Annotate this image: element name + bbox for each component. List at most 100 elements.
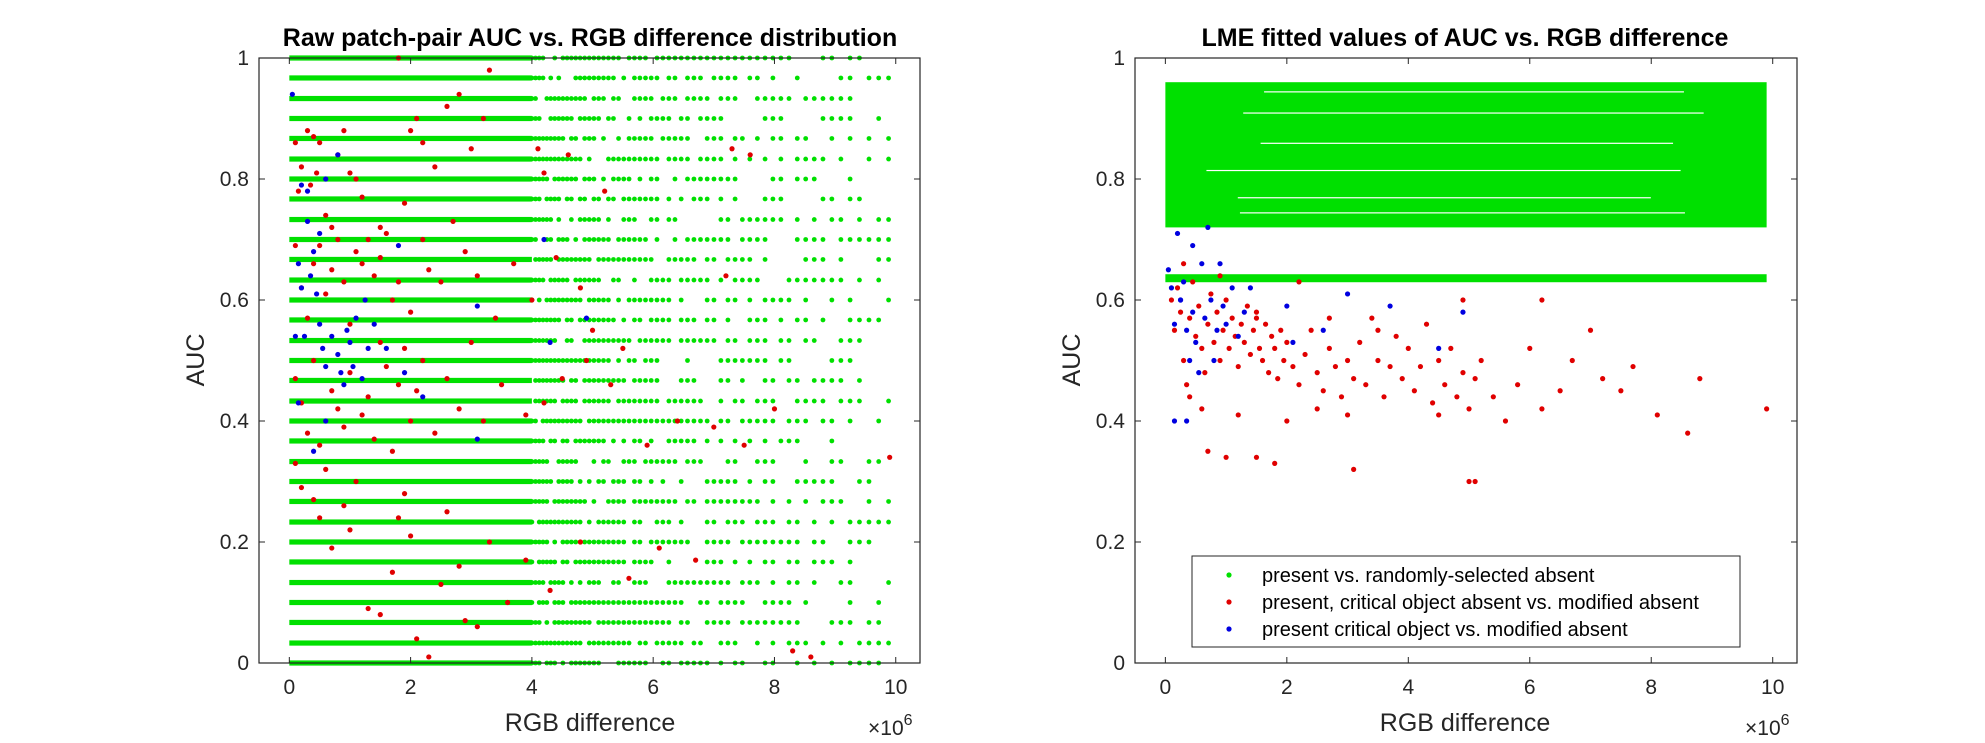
point — [1630, 363, 1636, 370]
point — [637, 176, 643, 182]
point — [298, 285, 305, 291]
point — [811, 257, 817, 262]
point — [544, 358, 550, 363]
point — [754, 75, 760, 81]
point — [811, 559, 817, 565]
point — [847, 116, 853, 121]
point — [725, 176, 731, 182]
point — [577, 217, 583, 222]
point — [732, 277, 738, 283]
point — [732, 338, 738, 343]
point — [573, 136, 579, 141]
point — [643, 418, 648, 424]
point — [1344, 412, 1351, 418]
point — [601, 297, 606, 303]
point — [552, 317, 558, 323]
point — [616, 277, 621, 283]
point — [685, 237, 690, 242]
point — [608, 382, 614, 388]
point — [718, 75, 724, 81]
point — [637, 559, 643, 565]
point — [1217, 261, 1223, 267]
point — [1351, 376, 1357, 382]
point — [529, 600, 535, 605]
point — [616, 640, 621, 646]
point — [544, 297, 550, 303]
point — [770, 217, 776, 222]
point — [591, 499, 597, 504]
point — [698, 459, 703, 464]
point — [564, 358, 570, 363]
point — [648, 156, 654, 162]
point — [685, 539, 690, 545]
point — [672, 600, 678, 605]
point — [866, 499, 872, 504]
point — [857, 217, 862, 222]
point — [1202, 370, 1208, 376]
point — [564, 479, 570, 484]
point — [626, 600, 632, 605]
point — [718, 96, 724, 101]
point — [1399, 376, 1405, 382]
point — [762, 237, 768, 242]
point — [536, 75, 542, 81]
point — [621, 176, 627, 182]
point — [770, 640, 776, 646]
point — [786, 539, 792, 545]
point — [568, 418, 574, 424]
point — [1472, 376, 1478, 382]
point — [747, 152, 753, 158]
point — [672, 398, 678, 404]
point — [1214, 309, 1220, 315]
point — [606, 398, 611, 404]
point — [335, 152, 341, 158]
point — [529, 196, 535, 202]
point — [611, 96, 616, 101]
point — [637, 479, 643, 484]
point — [536, 378, 542, 383]
point — [838, 378, 844, 383]
point — [621, 338, 627, 343]
point — [536, 196, 542, 202]
point — [568, 196, 574, 202]
x-tick-label: 8 — [769, 676, 781, 699]
point — [838, 257, 844, 262]
point — [1184, 327, 1190, 333]
point — [747, 479, 753, 484]
point — [596, 640, 602, 646]
point — [573, 176, 579, 182]
point — [754, 358, 760, 363]
point — [365, 236, 371, 243]
point — [341, 503, 347, 509]
point — [654, 75, 660, 81]
point — [685, 116, 690, 121]
point — [1466, 478, 1472, 485]
point — [778, 317, 784, 323]
point — [666, 580, 672, 585]
point — [1314, 406, 1320, 412]
point — [637, 196, 643, 202]
point — [666, 600, 672, 605]
point — [820, 196, 826, 202]
point — [838, 96, 844, 101]
point — [1184, 418, 1190, 424]
point — [678, 479, 684, 484]
point — [395, 242, 402, 249]
point — [420, 140, 426, 146]
point — [704, 479, 710, 484]
point — [533, 257, 538, 262]
point — [654, 358, 660, 363]
point — [866, 156, 872, 162]
point — [1284, 303, 1290, 309]
point — [540, 459, 546, 464]
point — [739, 136, 745, 141]
point — [718, 499, 724, 504]
point — [762, 620, 768, 625]
point — [718, 559, 724, 565]
point — [847, 559, 853, 565]
series-0 — [289, 55, 891, 666]
point — [711, 338, 717, 343]
point — [1314, 370, 1320, 376]
point — [529, 237, 535, 242]
point — [698, 640, 703, 646]
